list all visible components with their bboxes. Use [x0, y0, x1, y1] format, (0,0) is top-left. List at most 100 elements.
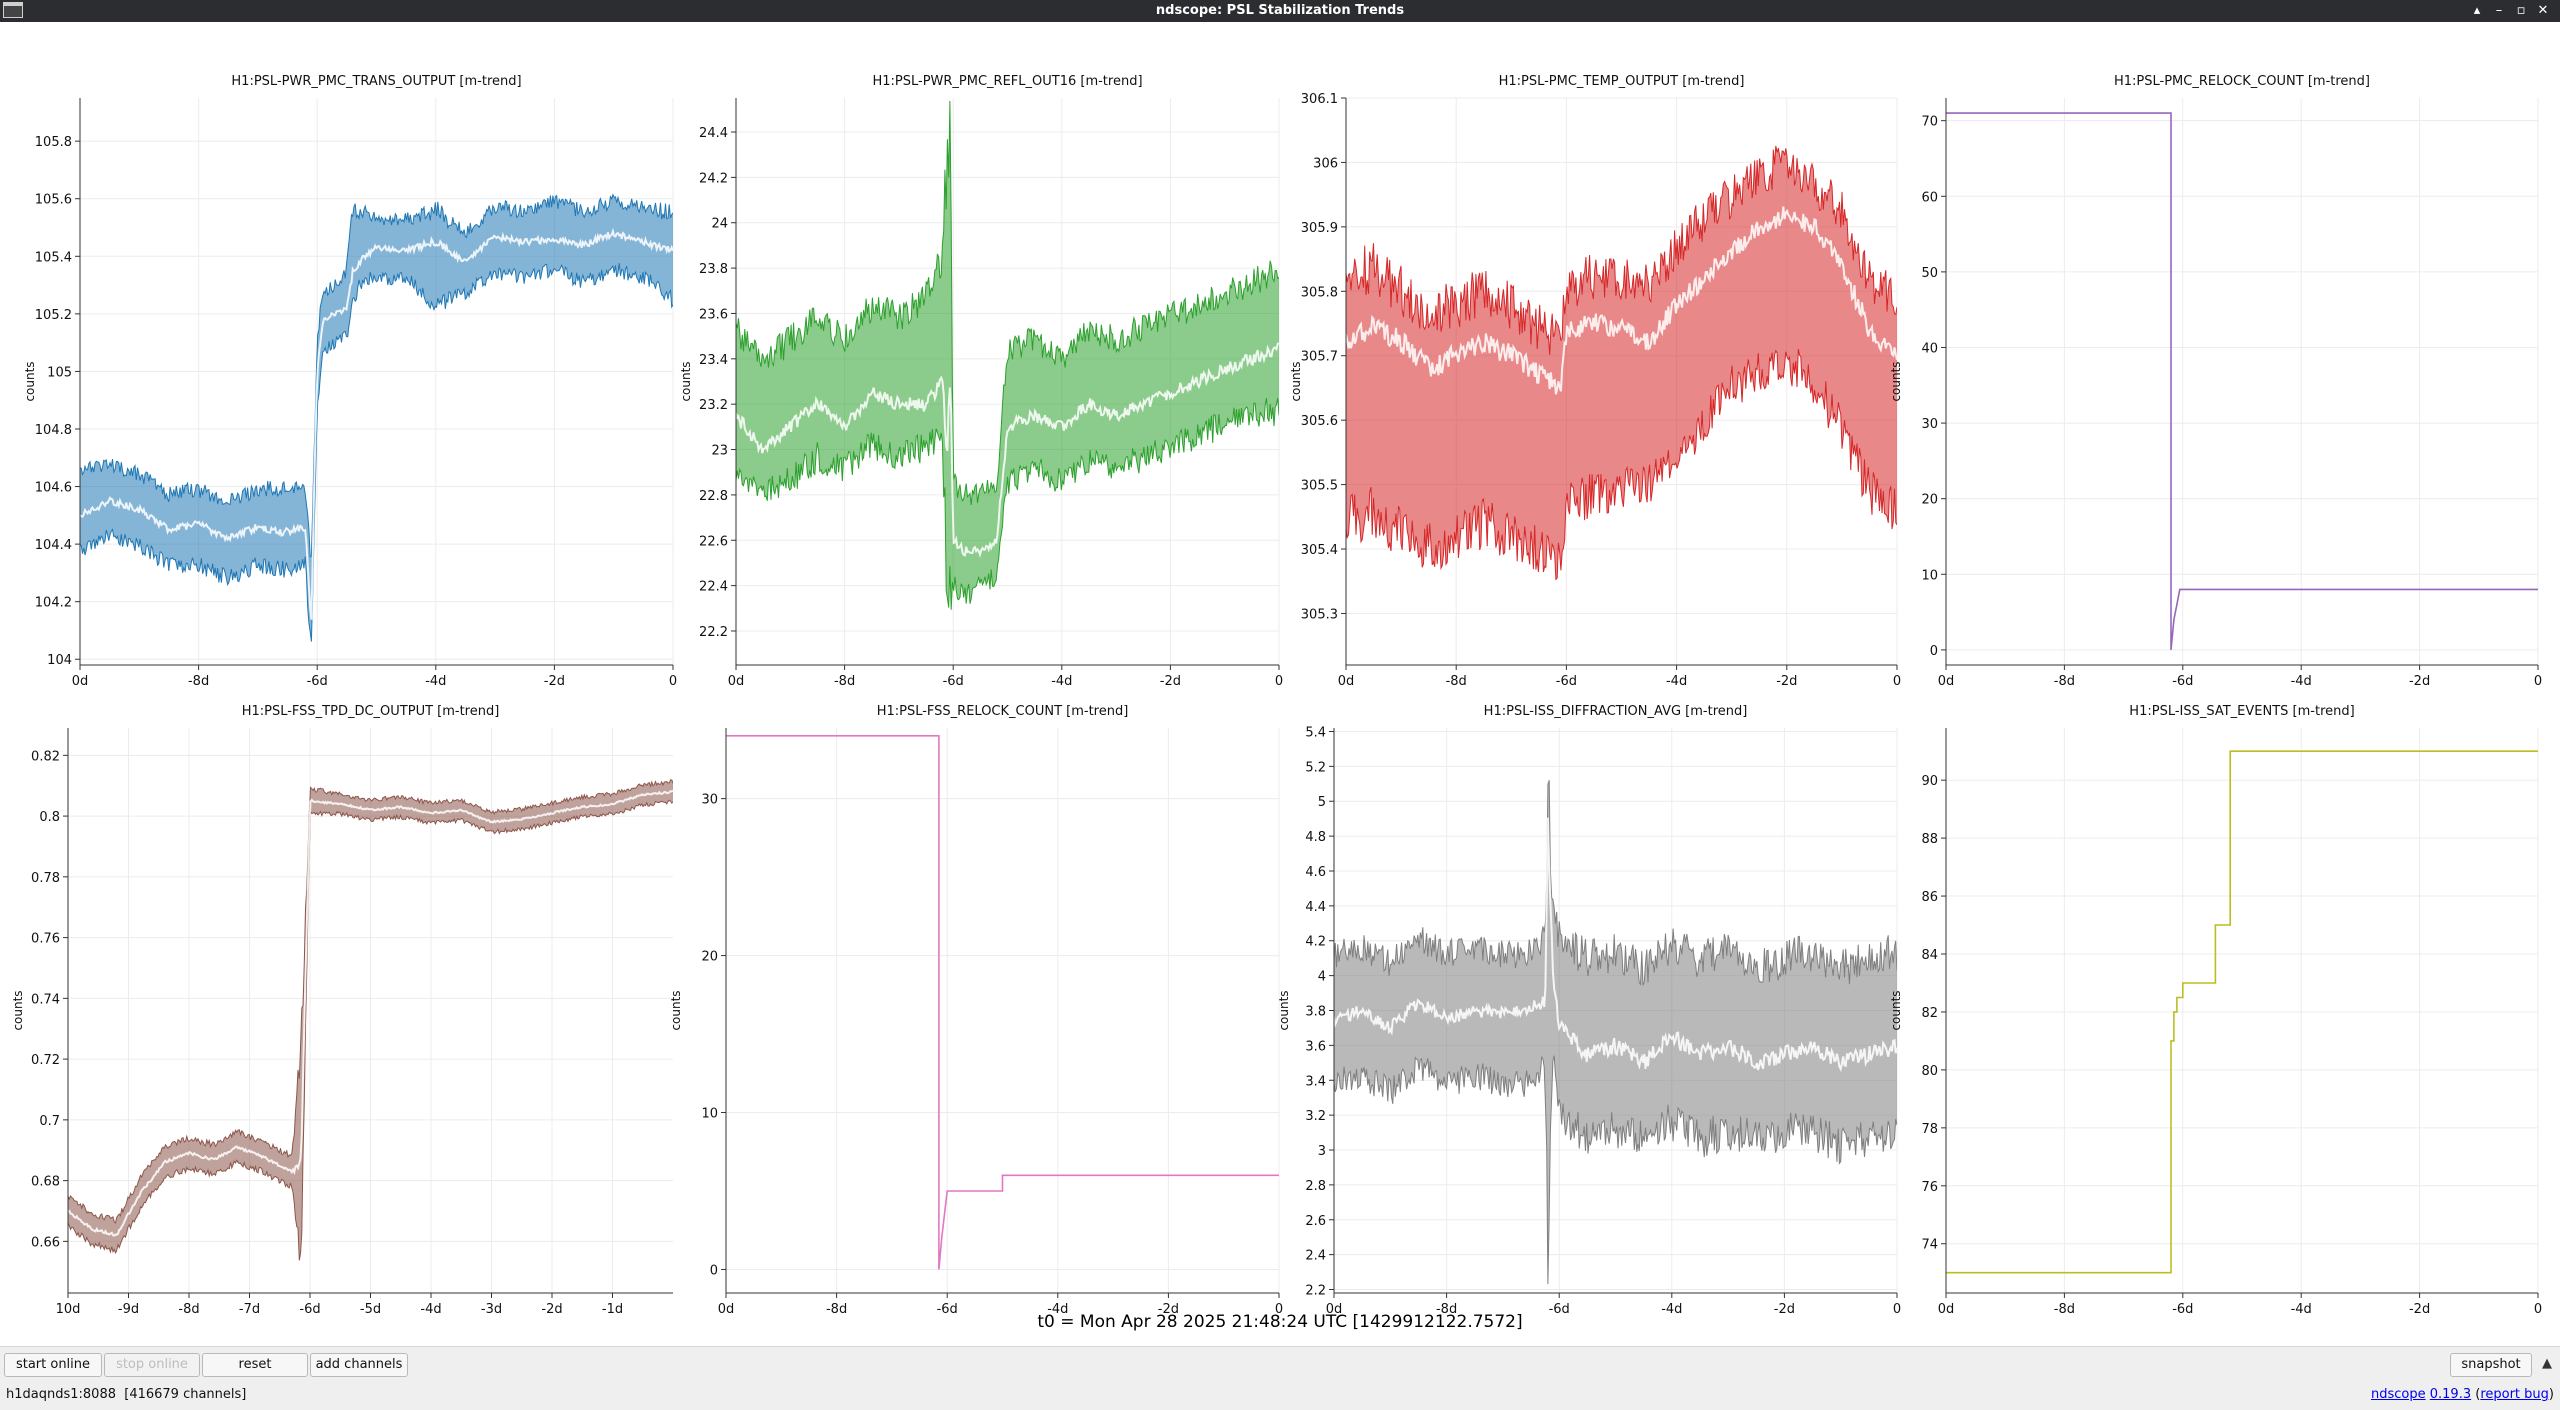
add-channels-label: add channels	[315, 1357, 403, 1372]
series-group	[736, 100, 1279, 610]
y-tick-label: 4.2	[1305, 935, 1326, 950]
x-tick-label: -2d	[1158, 1302, 1179, 1317]
series-group	[1346, 145, 1897, 581]
series-mean-line	[1334, 817, 1897, 1073]
y-tick-label: 306	[1313, 156, 1338, 171]
x-tick-label: -3d	[481, 1302, 502, 1317]
x-tick-label: -4d	[2291, 1302, 2312, 1317]
plot-panel-1[interactable]: H1:PSL-PWR_PMC_TRANS_OUTPUT [m-trend] cou…	[0, 22, 2560, 1312]
x-tick-label: 0d	[1938, 674, 1955, 689]
y-tick-label: 22.8	[699, 489, 728, 504]
y-tick-label: 24.2	[699, 171, 728, 186]
x-tick-label: -5d	[360, 1302, 381, 1317]
x-tick-label: -2d	[1774, 1302, 1795, 1317]
y-tick-label: 3.8	[1305, 1005, 1326, 1020]
plot-panel-4[interactable]: H1:PSL-PMC_RELOCK_COUNT [m-trend] counts 0…	[0, 22, 2560, 1312]
x-tick-label: -6d	[307, 674, 328, 689]
x-tick-label: 0	[1893, 674, 1901, 689]
y-tick-label: 22.2	[699, 625, 728, 640]
x-tick-label: -2d	[541, 1302, 562, 1317]
series-group	[1946, 112, 2538, 650]
y-axis-label: counts	[1277, 990, 1291, 1030]
y-tick-label: 23	[711, 444, 728, 459]
y-tick-label: 22.6	[699, 534, 728, 549]
reset-button[interactable]: reset	[202, 1353, 308, 1377]
x-tick-label: -7d	[239, 1302, 260, 1317]
y-tick-label: 10	[1921, 568, 1938, 583]
x-tick-label: 0	[1275, 674, 1283, 689]
report-bug-link[interactable]: report bug	[2480, 1387, 2549, 1402]
y-tick-label: 3.6	[1305, 1039, 1326, 1054]
plot-title: H1:PSL-PMC_RELOCK_COUNT [m-trend]	[2114, 74, 2370, 89]
x-tick-label: 0	[669, 674, 677, 689]
y-tick-label: 23.6	[699, 307, 728, 322]
series-group	[726, 734, 1279, 1270]
y-tick-label: 2.6	[1305, 1214, 1326, 1229]
y-tick-label: 0.66	[31, 1235, 60, 1250]
y-tick-label: 10	[701, 1107, 718, 1122]
add-channels-button[interactable]: add channels	[310, 1353, 408, 1377]
plot-panel-2[interactable]: H1:PSL-PWR_PMC_REFL_OUT16 [m-trend] count…	[0, 22, 2560, 1312]
keep-above-button[interactable]: ▴	[2473, 3, 2481, 18]
y-tick-label: 104.8	[35, 423, 72, 438]
collapse-icon[interactable]: ▲	[2542, 1356, 2552, 1371]
plot-title: H1:PSL-FSS_RELOCK_COUNT [m-trend]	[877, 704, 1129, 719]
x-tick-label: -6d	[2172, 1302, 2193, 1317]
grid	[1945, 728, 2539, 1293]
stop-online-button[interactable]: stop online	[104, 1353, 200, 1377]
x-tick-label: -6d	[1556, 674, 1577, 689]
plot-panel-8[interactable]: H1:PSL-ISS_SAT_EVENTS [m-trend] counts 74 7…	[0, 22, 2560, 1317]
y-tick-label: 105.4	[35, 250, 72, 265]
y-tick-label: 2.4	[1305, 1249, 1326, 1264]
y-axis-label: counts	[23, 361, 37, 401]
y-tick-label: 22.4	[699, 580, 728, 595]
minimize-button[interactable]: –	[2495, 3, 2503, 18]
y-tick-label: 105	[47, 365, 72, 380]
window-title: ndscope: PSL Stabilization Trends	[1155, 3, 1405, 18]
x-tick-label: -6d	[299, 1302, 320, 1317]
series-band	[68, 779, 673, 1261]
snapshot-button[interactable]: snapshot	[2450, 1353, 2532, 1377]
series-max-line	[68, 779, 673, 1224]
close-button[interactable]: ✕	[2537, 3, 2549, 18]
y-tick-label: 0.7	[39, 1114, 60, 1129]
plot-panel-5[interactable]: H1:PSL-FSS_TPD_DC_OUTPUT [m-trend] counts…	[0, 22, 2560, 1317]
plot-title: H1:PSL-FSS_TPD_DC_OUTPUT [m-trend]	[242, 704, 500, 719]
maximize-button[interactable]: ▫	[2516, 3, 2526, 18]
grid	[1945, 98, 2539, 665]
y-tick-label: 0.74	[31, 992, 60, 1007]
x-tick-label: 0d	[728, 674, 745, 689]
start-online-button[interactable]: start online	[4, 1353, 102, 1377]
plot-panel-6[interactable]: H1:PSL-FSS_RELOCK_COUNT [m-trend] counts 0…	[0, 22, 2560, 1317]
app-link[interactable]: ndscope	[2370, 1387, 2426, 1402]
y-tick-label: 104.4	[35, 538, 72, 553]
y-tick-label: 60	[1921, 190, 1938, 205]
y-tick-label: 0.82	[31, 749, 60, 764]
series-line	[726, 734, 1279, 1270]
y-tick-label: 80	[1921, 1064, 1938, 1079]
series-group	[68, 779, 673, 1261]
y-tick-label: 104.2	[35, 596, 72, 611]
y-tick-label: 24	[711, 217, 728, 232]
y-tick-label: 105.2	[35, 308, 72, 323]
server-name: h1daqnds1:8088	[6, 1387, 116, 1402]
y-tick-label: 4.8	[1305, 830, 1326, 845]
plot-title: H1:PSL-PWR_PMC_REFL_OUT16 [m-trend]	[872, 74, 1142, 89]
series-line	[1946, 750, 2538, 1274]
y-tick-label: 4.6	[1305, 865, 1326, 880]
series-min-line	[68, 799, 673, 1261]
x-tick-label: -4d	[1661, 1302, 1682, 1317]
version-info: ndscope 0.19.3 (report bug)	[2370, 1387, 2554, 1402]
x-tick-label: -4d	[1051, 674, 1072, 689]
x-tick-label: -6d	[937, 1302, 958, 1317]
series-mean-line	[80, 227, 673, 620]
y-tick-label: 30	[701, 793, 718, 808]
reset-label: reset	[238, 1357, 272, 1372]
y-tick-label: 0.8	[39, 810, 60, 825]
version-link[interactable]: 0.19.3	[2429, 1387, 2472, 1402]
plot-panel-7[interactable]: H1:PSL-ISS_DIFFRACTION_AVG [m-trend] coun…	[0, 22, 2560, 1317]
plot-panel-3[interactable]: H1:PSL-PMC_TEMP_OUTPUT [m-trend]counts30…	[0, 22, 2560, 1312]
y-tick-label: 305.3	[1301, 607, 1338, 622]
snapshot-label: snapshot	[2461, 1357, 2521, 1372]
y-tick-label: 305.6	[1301, 414, 1338, 429]
